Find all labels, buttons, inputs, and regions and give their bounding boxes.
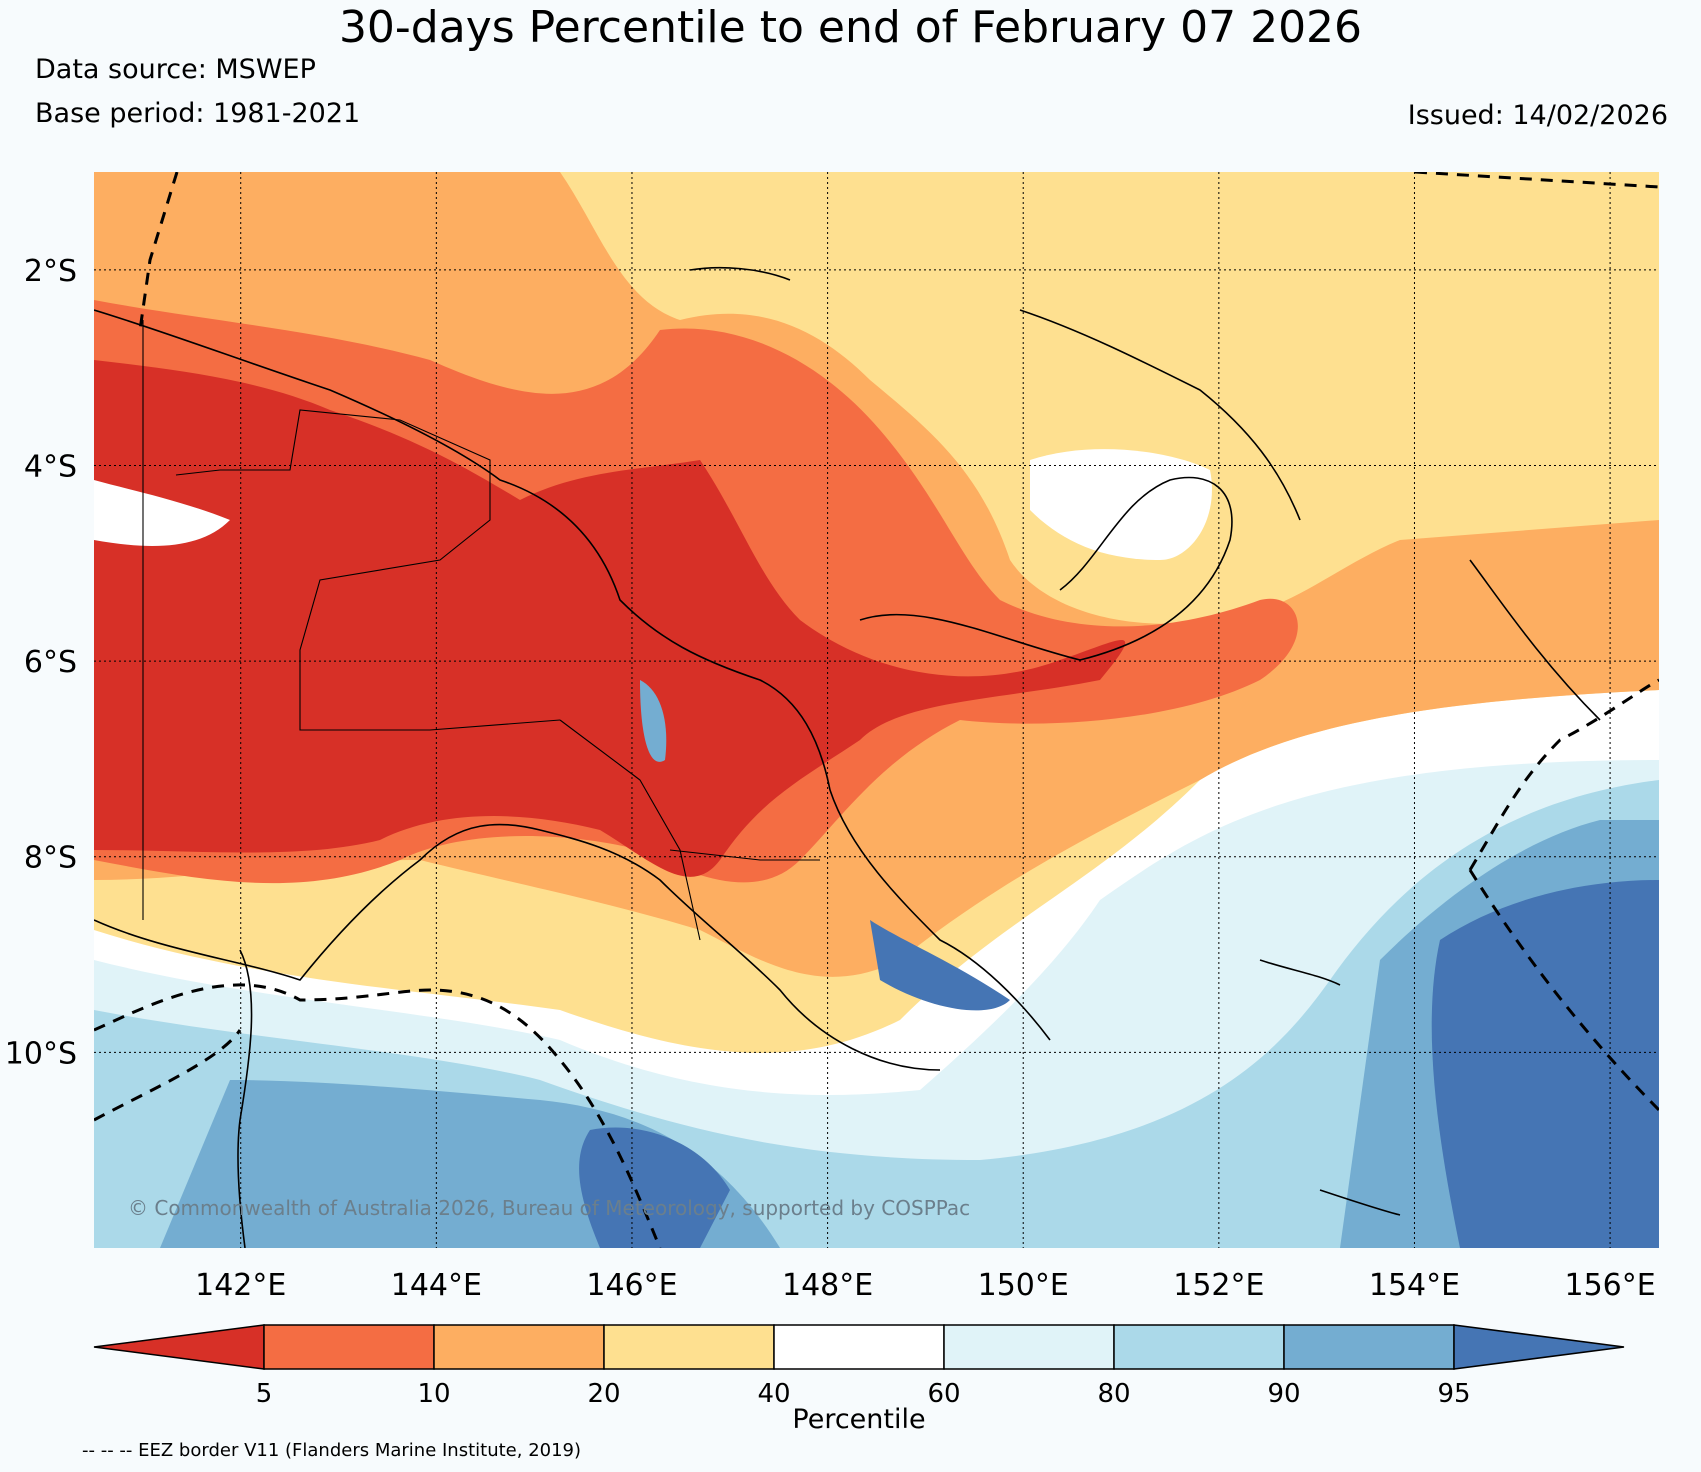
lat-tick-label: 10°S bbox=[5, 1036, 77, 1071]
lon-tick-label: 142°E bbox=[195, 1268, 286, 1303]
coast-manus bbox=[689, 266, 791, 281]
coast-bougainville bbox=[1469, 559, 1601, 721]
colorbar-swatch bbox=[1283, 1324, 1455, 1370]
colorbar-swatch bbox=[433, 1324, 605, 1370]
lat-tick-label: 6°S bbox=[24, 645, 77, 680]
lon-tick-label: 146°E bbox=[586, 1268, 677, 1303]
colorbar-extend-high bbox=[1453, 1324, 1625, 1370]
colorbar-swatch bbox=[1113, 1324, 1285, 1370]
colorbar-tick-label: 20 bbox=[587, 1379, 620, 1409]
field-blob-highlands bbox=[640, 680, 667, 762]
coast-new-britain bbox=[859, 476, 1233, 661]
field-above-95-east bbox=[1431, 880, 1659, 1248]
eez-east-south bbox=[1468, 869, 1659, 1112]
colorbar-tick-label: 10 bbox=[417, 1379, 450, 1409]
data-source: Data source: MSWEP bbox=[35, 54, 316, 85]
field-below-5-band bbox=[94, 360, 1126, 877]
colorbar-swatch bbox=[773, 1324, 945, 1370]
colorbar-tick-label: 90 bbox=[1267, 1379, 1300, 1409]
issued-date: Issued: 14/02/2026 bbox=[1407, 100, 1668, 131]
coast-new-guinea-south bbox=[94, 823, 941, 1071]
lon-tick-label: 152°E bbox=[1173, 1268, 1264, 1303]
coast-woodlark bbox=[1259, 959, 1341, 986]
lon-tick-label: 144°E bbox=[391, 1268, 482, 1303]
border-gulf-central bbox=[559, 719, 701, 941]
lon-tick-label: 156°E bbox=[1564, 1268, 1655, 1303]
colorbar: 5 10 20 40 60 80 90 95 bbox=[93, 1324, 1625, 1409]
coast-rossel bbox=[1319, 1189, 1401, 1216]
field-blob-milne-bay bbox=[870, 920, 1010, 1011]
eez-southwest bbox=[94, 1029, 242, 1122]
border-western-provinces bbox=[175, 409, 561, 731]
chart-title: 30-days Percentile to end of February 07… bbox=[338, 2, 1363, 53]
copyright-notice: © Commonwealth of Australia 2026, Bureau… bbox=[128, 1196, 970, 1220]
coastlines bbox=[94, 266, 1601, 1248]
eez-west-north bbox=[138, 172, 179, 331]
colorbar-tick-label: 95 bbox=[1437, 1379, 1470, 1409]
colorbar-swatch bbox=[943, 1324, 1115, 1370]
field-blob-new-britain bbox=[1030, 449, 1212, 560]
eez-east bbox=[1468, 678, 1659, 871]
lat-tick-label: 4°S bbox=[24, 449, 77, 484]
percentile-field bbox=[94, 172, 1659, 1248]
lat-tick-label: 2°S bbox=[24, 254, 77, 289]
lon-tick-label: 148°E bbox=[782, 1268, 873, 1303]
colorbar-swatch bbox=[263, 1324, 435, 1370]
province-borders bbox=[142, 320, 820, 941]
border-central-oro bbox=[669, 849, 820, 861]
lat-tick-label: 8°S bbox=[24, 841, 77, 876]
coast-cape-york bbox=[237, 949, 253, 1248]
colorbar-tick-label: 80 bbox=[1097, 1379, 1130, 1409]
latitude-labels: 2°S 4°S 6°S 8°S 10°S bbox=[5, 254, 77, 1072]
field-above-95-west bbox=[579, 1127, 730, 1248]
eez-footnote: -- -- -- EEZ border V11 (Flanders Marine… bbox=[82, 1440, 582, 1461]
coast-new-guinea-north bbox=[94, 309, 1051, 1041]
field-blob-west bbox=[94, 480, 230, 546]
lon-tick-label: 150°E bbox=[978, 1268, 1069, 1303]
coast-new-ireland bbox=[1019, 309, 1301, 521]
eez-south bbox=[94, 983, 662, 1248]
colorbar-label: Percentile bbox=[792, 1404, 925, 1435]
longitude-labels: 142°E 144°E 146°E 148°E 150°E 152°E 154°E 156°E bbox=[195, 1268, 1656, 1303]
base-period: Base period: 1981-2021 bbox=[35, 98, 361, 129]
colorbar-tick-label: 40 bbox=[757, 1379, 790, 1409]
colorbar-swatch bbox=[603, 1324, 775, 1370]
colorbar-tick-label: 5 bbox=[256, 1379, 273, 1409]
eez-borders bbox=[94, 172, 1659, 1248]
gridlines bbox=[94, 172, 1659, 1248]
colorbar-tick-label: 60 bbox=[927, 1379, 960, 1409]
colorbar-extend-low bbox=[93, 1324, 265, 1370]
lon-tick-label: 154°E bbox=[1369, 1268, 1460, 1303]
